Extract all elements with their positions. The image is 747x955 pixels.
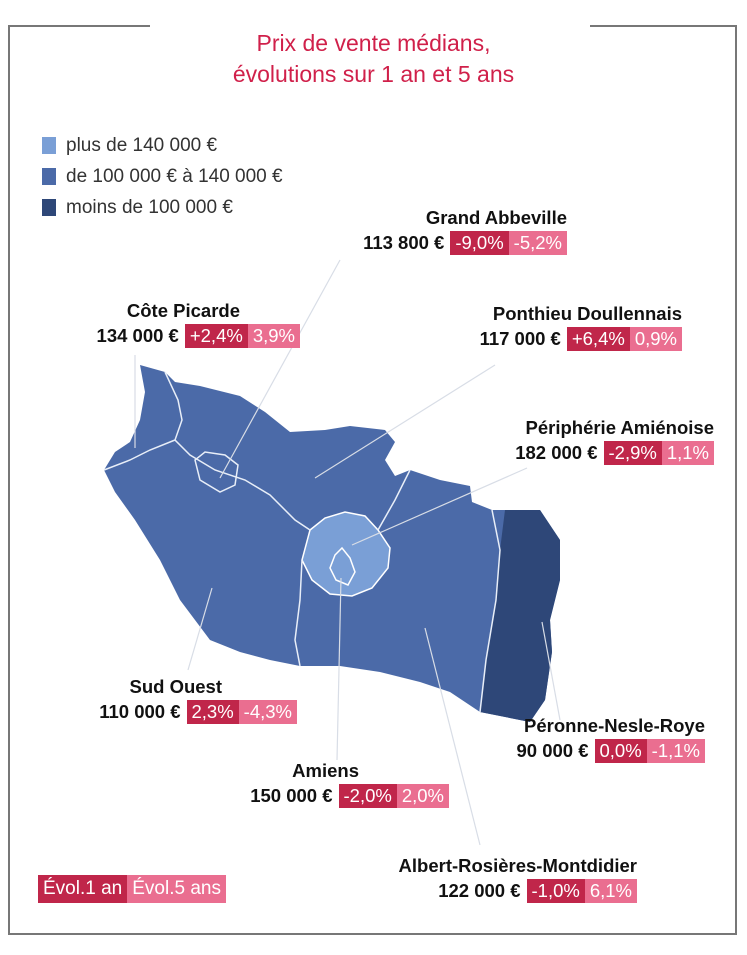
region-price: 110 000 €	[99, 701, 181, 722]
region-price: 182 000 €	[515, 442, 598, 463]
region-name: Côte Picarde	[126, 300, 240, 321]
region-price: 134 000 €	[96, 325, 179, 346]
title-line-2: évolutions sur 1 an et 5 ans	[232, 61, 515, 87]
label-albert-rosieres-montdidier: Albert-Rosières-Montdidier 122 000 € -1,0…	[399, 855, 637, 903]
evol-1an-badge: -9,0%	[450, 231, 509, 255]
legend-swatch	[42, 137, 56, 154]
region-name: Grand Abbeville	[425, 207, 567, 228]
label-cote-picarde: Côte Picarde 134 000 € +2,4% 3,9%	[97, 300, 300, 348]
title-line-1: Prix de vente médians,	[256, 30, 491, 56]
region-name: Ponthieu Doullennais	[492, 303, 682, 324]
evol-1an-badge: 2,3%	[186, 700, 239, 724]
evol-1an-badge: -2,9%	[603, 441, 662, 465]
region-price: 113 800 €	[363, 232, 445, 253]
label-peronne-nesle-roye: Péronne-Nesle-Roye 90 000 €0,0% -1,1%	[516, 715, 705, 763]
legend-item: plus de 140 000 €	[42, 130, 283, 161]
region-price: 150 000 €	[250, 785, 333, 806]
legend-swatch	[42, 168, 56, 185]
evol-1an-badge: 0,0%	[594, 739, 647, 763]
region-price: 122 000 €	[438, 880, 521, 901]
region-amiens	[329, 546, 356, 586]
region-peronne-nesle-roye	[480, 510, 560, 722]
key-evol-5ans: Évol.5 ans	[127, 875, 226, 903]
evolution-key: Évol.1 an Évol.5 ans	[38, 875, 226, 903]
legend-label: plus de 140 000 €	[66, 134, 218, 156]
region-price: 90 000 €	[516, 740, 589, 761]
title: Prix de vente médians, évolutions sur 1 …	[0, 28, 747, 90]
legend-label: de 100 000 € à 140 000 €	[66, 165, 283, 187]
region-name: Sud Ouest	[129, 676, 222, 697]
evol-5ans-badge: 1,1%	[661, 441, 714, 465]
label-amiens: Amiens 150 000 € -2,0% 2,0%	[250, 760, 449, 808]
leader-lines	[134, 259, 561, 846]
evol-5ans-badge: -1,1%	[646, 739, 705, 763]
legend-label: moins de 100 000 €	[66, 196, 233, 218]
legend-swatch	[42, 199, 56, 216]
legend: plus de 140 000 € de 100 000 € à 140 000…	[42, 130, 283, 223]
label-peripherie-amienoise: Périphérie Amiénoise 182 000 € -2,9% 1,1%	[515, 417, 714, 465]
label-ponthieu-doullennais: Ponthieu Doullennais 117 000 € +6,4% 0,9%	[480, 303, 682, 351]
title-gap	[150, 20, 590, 80]
evol-5ans-badge: -4,3%	[238, 700, 297, 724]
evol-5ans-badge: 0,9%	[629, 327, 682, 351]
label-sud-ouest: Sud Ouest 110 000 €2,3% -4,3%	[99, 676, 297, 724]
key-evol-1an: Évol.1 an	[38, 875, 128, 903]
evol-1an-badge: -1,0%	[526, 879, 585, 903]
evol-1an-badge: -2,0%	[338, 784, 397, 808]
region-name: Périphérie Amiénoise	[525, 417, 715, 438]
region-name: Albert-Rosières-Montdidier	[398, 855, 637, 876]
region-price: 117 000 €	[479, 328, 561, 349]
evol-5ans-badge: -5,2%	[508, 231, 567, 255]
region-borders	[103, 371, 501, 713]
legend-item: de 100 000 € à 140 000 €	[42, 161, 283, 192]
evol-1an-badge: +6,4%	[566, 327, 630, 351]
legend-item: moins de 100 000 €	[42, 192, 283, 223]
evol-5ans-badge: 6,1%	[584, 879, 637, 903]
evol-1an-badge: +2,4%	[184, 324, 248, 348]
region-name: Péronne-Nesle-Roye	[524, 715, 705, 736]
label-grand-abbeville: Grand Abbeville 113 800 € -9,0% -5,2%	[363, 207, 567, 255]
evol-5ans-badge: 2,0%	[396, 784, 449, 808]
evol-5ans-badge: 3,9%	[247, 324, 300, 348]
region-name: Amiens	[292, 760, 359, 781]
